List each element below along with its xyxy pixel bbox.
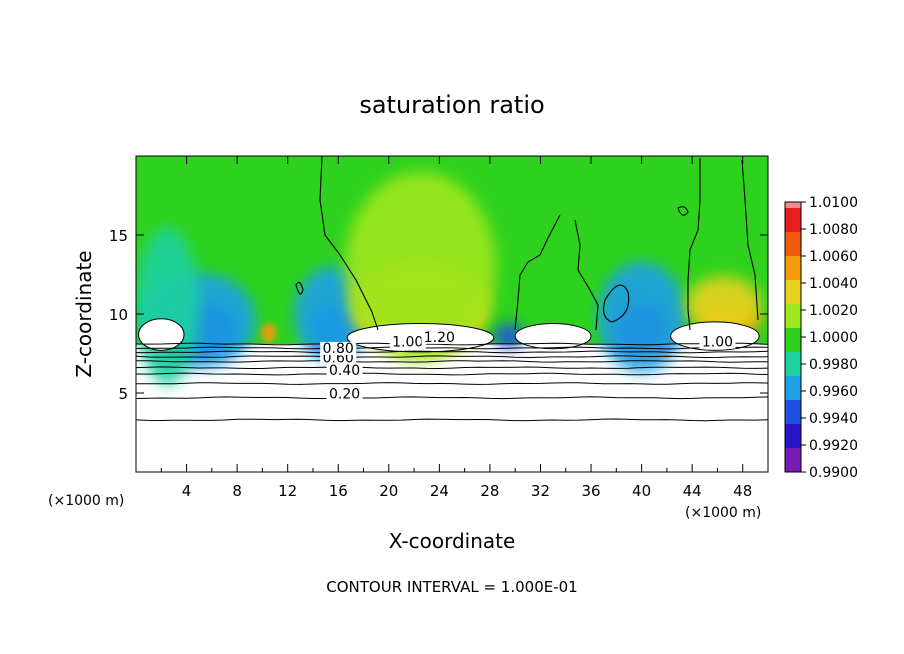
- colorbar-swatch: [785, 448, 801, 472]
- contour-label: 0.40: [329, 363, 360, 379]
- contour-line: [136, 342, 768, 346]
- contour-lines: [136, 342, 768, 422]
- colorbar-tick-label: 0.9940: [809, 411, 858, 427]
- x-unit-right: (×1000 m): [685, 505, 761, 521]
- contour-label-group: 0.200.400.600.80 1.00 1.20 1.00: [320, 330, 736, 403]
- colorbar-swatch: [785, 208, 801, 232]
- colorbar-tick-label: 0.9960: [809, 384, 858, 400]
- x-tick-label: 24: [430, 482, 449, 500]
- contour-label: 1.20: [424, 330, 455, 346]
- x-tick-label: 32: [531, 482, 550, 500]
- colorbar: 1.0100 1.0080 1.0060 1.0040 1.0020 1.0000 0.99…: [784, 195, 858, 481]
- y-axis-label: Z-coordinate: [72, 250, 96, 377]
- contour-label-bg: [326, 387, 363, 401]
- colorbar-tick-label: 1.0040: [809, 276, 858, 292]
- field-anomaly-blob: [597, 261, 686, 373]
- colorbar-tick-label: 1.0100: [809, 195, 858, 211]
- contour-line: [136, 372, 768, 376]
- y-axis: 5 10 15: [109, 227, 768, 403]
- y-tick-label: 5: [118, 385, 128, 403]
- colorbar-tick-label: 0.9980: [809, 357, 858, 373]
- contour-line: [136, 418, 768, 422]
- x-tick-label: 44: [683, 482, 702, 500]
- colorbar-swatch: [785, 232, 801, 256]
- x-tick-label: 12: [278, 482, 297, 500]
- field-anomaly-blob: [344, 171, 497, 362]
- colorbar-swatch: [785, 376, 801, 400]
- colorbar-tick-label: 0.9900: [809, 465, 858, 481]
- field-anomaly-blob: [261, 323, 277, 343]
- colorbar-tick-label: 1.0060: [809, 249, 858, 265]
- contour-label: 1.00: [392, 335, 423, 351]
- x-tick-label: 16: [329, 482, 348, 500]
- contour-line: [136, 366, 768, 370]
- contour-label: 0.20: [329, 387, 360, 403]
- moisture-boundary-contours: [295, 156, 759, 331]
- contour-line: [136, 360, 768, 363]
- cloud-cap: [514, 322, 592, 350]
- contour-label-bg: [421, 330, 458, 344]
- contour-line: [136, 350, 768, 354]
- contour-label-bg: [326, 364, 363, 378]
- colorbar-swatch: [785, 400, 801, 424]
- contour-label: 1.00: [702, 335, 733, 351]
- x-axis-label: X-coordinate: [389, 529, 516, 553]
- colorbar-tick-label: 1.0080: [809, 222, 858, 238]
- contour-label-bg: [389, 335, 426, 349]
- colorbar-swatch: [785, 328, 801, 352]
- colorbar-tick-label: 1.0020: [809, 303, 858, 319]
- colorbar-swatch: [785, 304, 801, 328]
- contour-label-bg: [699, 335, 736, 349]
- contour-line: [136, 382, 768, 385]
- colorbar-swatch: [785, 352, 801, 376]
- x-tick-label: 40: [632, 482, 651, 500]
- x-axis: 4 8 12 16 20 24 28 32 36 40 44 48: [160, 156, 752, 500]
- contour-line: [136, 396, 768, 400]
- contour-label: 0.80: [323, 341, 354, 357]
- x-tick-label: 28: [480, 482, 499, 500]
- x-tick-label: 4: [182, 482, 192, 500]
- x-tick-label: 8: [232, 482, 242, 500]
- plot-area: 0.200.400.600.80 1.00 1.20 1.00: [136, 156, 768, 472]
- cloud-cap: [138, 318, 185, 351]
- field-anomaly-blob: [493, 323, 525, 349]
- colorbar-swatch: [785, 202, 801, 208]
- chart-title: saturation ratio: [359, 91, 544, 119]
- colorbar-swatch: [785, 280, 801, 304]
- x-tick-label: 48: [733, 482, 752, 500]
- colorbar-swatch: [785, 424, 801, 448]
- contour-interval-note: CONTOUR INTERVAL = 1.000E-01: [326, 578, 577, 596]
- x-tick-label: 20: [379, 482, 398, 500]
- colorbar-swatch: [785, 256, 801, 280]
- field-anomaly-blob: [685, 276, 762, 333]
- contour-label-bg: [320, 341, 357, 355]
- contour-line: [136, 355, 768, 359]
- y-tick-label: 15: [109, 227, 128, 245]
- colorbar-tick-label: 1.0000: [809, 330, 858, 346]
- colorbar-tick-label: 0.9920: [809, 438, 858, 454]
- contour-line: [136, 346, 768, 350]
- y-tick-label: 10: [109, 306, 128, 324]
- x-unit-left: (×1000 m): [48, 493, 124, 509]
- x-tick-label: 36: [581, 482, 600, 500]
